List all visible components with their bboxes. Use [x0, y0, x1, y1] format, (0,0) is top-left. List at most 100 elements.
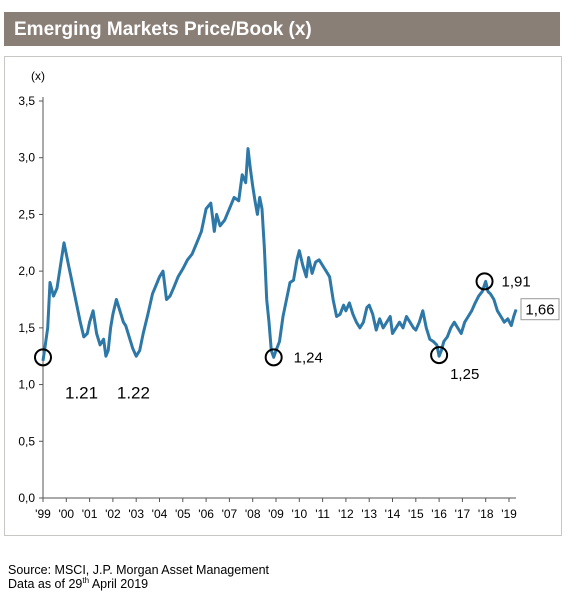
data-point [440, 349, 442, 352]
x-tick-label: '15 [408, 507, 424, 521]
data-point [485, 280, 487, 282]
data-point [446, 336, 448, 338]
data-point [296, 259, 298, 261]
x-tick-label: '19 [501, 507, 517, 521]
data-point [151, 293, 154, 295]
data-point [348, 302, 350, 304]
data-point [162, 270, 164, 272]
data-point [496, 310, 498, 312]
data-point [402, 327, 404, 329]
data-point [513, 315, 515, 318]
data-point [398, 321, 401, 323]
data-point [478, 295, 480, 297]
data-point [92, 310, 94, 312]
data-point [70, 276, 72, 278]
data-point [191, 253, 193, 255]
x-tick-label: '00 [58, 507, 74, 521]
y-tick-label: 2,0 [18, 264, 35, 278]
last-value-box [520, 298, 560, 321]
data-point [425, 327, 427, 329]
x-tick-label: '16 [431, 507, 447, 521]
date-line: Data as of 29th April 2019 [8, 576, 269, 591]
y-axis-label: (x) [31, 69, 45, 83]
data-point [119, 310, 121, 312]
data-point [112, 313, 114, 315]
annotation-label: 1,24 [294, 349, 323, 366]
x-tick-label: '11 [315, 507, 330, 521]
data-point [332, 298, 334, 301]
data-point [345, 310, 347, 312]
x-tick-label: '08 [245, 507, 261, 521]
data-point [135, 355, 137, 357]
data-point [318, 259, 320, 261]
data-point [42, 360, 44, 362]
data-point [266, 298, 268, 301]
data-point [105, 355, 107, 357]
data-point [432, 340, 434, 343]
data-point [366, 306, 368, 308]
y-tick-label: 3,0 [18, 151, 35, 165]
data-point [103, 338, 105, 340]
data-point [182, 268, 184, 270]
data-point [79, 321, 81, 323]
data-point [47, 327, 49, 329]
data-point [429, 338, 431, 340]
data-point [372, 313, 374, 315]
data-point [172, 287, 175, 289]
x-tick-label: '17 [455, 507, 471, 521]
data-point [436, 344, 438, 346]
data-point [292, 279, 295, 281]
data-point [391, 332, 394, 335]
data-point [467, 315, 469, 318]
data-point [289, 281, 291, 284]
data-point [213, 230, 215, 232]
data-point [205, 208, 207, 210]
x-tick-label: '10 [291, 507, 307, 521]
data-point [261, 208, 263, 210]
trough-marker [475, 272, 494, 291]
data-point [165, 298, 168, 301]
y-tick-label: 1,0 [18, 378, 35, 392]
date-suffix: April 2019 [89, 577, 149, 591]
data-point [450, 327, 452, 329]
data-point [471, 310, 473, 312]
data-point [415, 329, 417, 331]
data-point [507, 318, 509, 320]
data-point [438, 355, 440, 357]
data-point [273, 356, 275, 358]
x-tick-label: '02 [105, 507, 121, 521]
data-point [147, 313, 149, 315]
data-point [308, 256, 310, 259]
data-point [302, 264, 304, 267]
data-point [89, 321, 91, 323]
x-tick-label: '99 [35, 507, 51, 521]
data-point [115, 298, 117, 301]
x-tick-label: '03 [128, 507, 144, 521]
series-line [41, 147, 518, 362]
data-point [177, 276, 179, 278]
data-point [355, 321, 357, 323]
data-point [254, 200, 256, 202]
data-point [325, 270, 327, 272]
data-point [216, 213, 218, 215]
data-point [49, 281, 51, 284]
data-point [110, 327, 112, 329]
data-point [196, 242, 198, 244]
data-point [305, 276, 307, 278]
data-point [99, 344, 101, 346]
chart-svg: 0,0 0,5 1,0 1,5 2,0 2,5 3,0 3,5 (x) '99 '00 '01 '02 '… [18, 69, 560, 521]
data-point [52, 295, 55, 297]
data-point [510, 325, 512, 327]
data-point [443, 340, 445, 343]
data-point [245, 182, 247, 184]
data-point [362, 321, 364, 323]
data-point [63, 242, 65, 244]
data-point [311, 272, 313, 274]
data-point [125, 325, 127, 327]
data-point [76, 304, 78, 306]
data-point [122, 321, 124, 323]
chart-title: Emerging Markets Price/Book (x) [14, 19, 312, 40]
data-point [395, 327, 397, 329]
x-tick-label: '09 [268, 507, 284, 521]
data-point [65, 253, 67, 255]
